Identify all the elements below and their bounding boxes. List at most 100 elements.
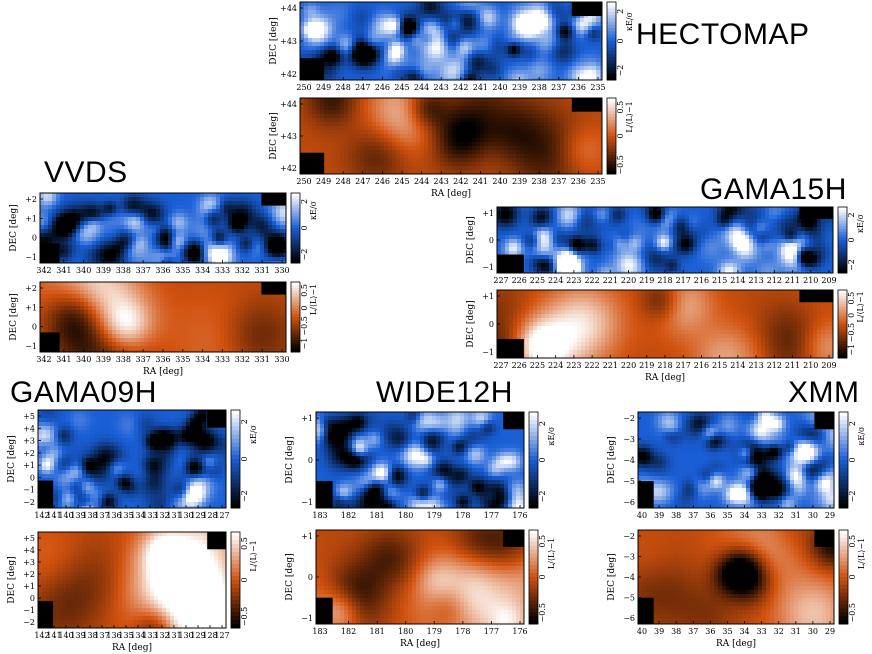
dec-tick-label: −2 [23,498,35,507]
colorbar-tick-label: 0.5 [616,101,625,114]
ra-tick-label: 220 [621,361,636,370]
ra-tick-label: 236 [571,83,586,92]
ra-tick-label: 178 [455,627,470,636]
ra-tick-label: 179 [427,627,442,636]
ra-tick-label: 241 [473,177,488,186]
dec-axis-label: DEC [deg] [607,436,617,483]
dec-tick-label: +5 [23,534,35,543]
dec-tick-label: 0 [30,594,35,603]
colorbar-tick-label: −2 [240,490,249,502]
dec-tick-label: +43 [280,132,297,141]
wide12h-luminosity-colorbar [528,529,539,625]
ra-tick-label: 178 [455,511,470,520]
dec-tick-label: +1 [482,209,494,218]
dec-axis-label: DEC [deg] [607,553,617,600]
ra-tick-label: 130 [178,631,193,640]
ra-tick-label: 38 [671,627,681,636]
ra-tick-label: 249 [316,83,331,92]
ra-axis-label: RA [deg] [400,639,440,649]
ra-tick-label: 332 [235,355,250,364]
colorbar-tick-label: 0 [240,456,249,461]
ra-tick-label: 226 [512,361,527,370]
ra-tick-label: 342 [36,266,51,275]
dec-tick-label: −2 [623,532,635,541]
ra-tick-label: 38 [671,511,681,520]
dec-tick-label: −2 [623,414,635,423]
ra-tick-label: 183 [312,511,327,520]
dec-tick-label: +42 [280,70,297,79]
colorbar-tick-label: −2 [300,249,309,261]
dec-tick-label: 0 [308,456,313,465]
ra-tick-label: 244 [414,83,429,92]
ra-tick-label: 237 [551,177,566,186]
ra-tick-label: 31 [791,511,801,520]
ra-tick-label: 211 [785,276,800,285]
ra-tick-label: 138 [82,511,97,520]
ra-tick-label: 37 [688,627,698,636]
ra-tick-label: 182 [341,511,356,520]
dec-axis-label: DEC [deg] [466,300,476,347]
ra-tick-label: 336 [155,355,170,364]
ra-tick-label: 215 [712,276,727,285]
ra-tick-label: 338 [116,355,131,364]
ra-tick-label: 40 [637,627,647,636]
dec-axis-label: DEC [deg] [285,436,295,483]
ra-tick-label: 330 [274,266,289,275]
ra-tick-label: 39 [654,511,664,520]
dec-tick-label: +2 [25,284,37,293]
ra-tick-label: 248 [336,83,351,92]
colorbar-tick-label: −0.5 [538,603,547,622]
dec-tick-label: +4 [23,424,35,433]
ra-tick-label: 242 [453,177,468,186]
colorbar-tick-label: 0 [616,133,625,138]
ra-tick-label: 247 [355,177,370,186]
ra-tick-label: 130 [178,511,193,520]
colorbar-label: κE/σ [856,213,865,233]
ra-tick-label: 32 [774,511,784,520]
ra-tick-label: 141 [46,511,61,520]
ra-tick-label: 224 [548,361,563,370]
hectomap-convergence-map [299,1,603,81]
dec-tick-label: −5 [623,594,635,603]
dec-tick-label: +1 [25,214,37,223]
colorbar-tick-label: −0.5 [300,316,309,335]
vvds-luminosity-colorbar [290,281,301,353]
hectomap-luminosity-map [299,97,603,175]
colorbar-tick-label: 2 [538,421,547,426]
ra-tick-label: 239 [512,83,527,92]
ra-tick-label: 331 [255,355,270,364]
dec-tick-label: +3 [23,437,35,446]
ra-tick-label: 131 [166,631,181,640]
ra-tick-label: 212 [767,361,782,370]
ra-tick-label: 339 [96,266,111,275]
colorbar-label: L/⟨L⟩−1 [856,291,865,322]
ra-tick-label: 180 [398,627,413,636]
ra-tick-label: 181 [370,511,385,520]
dec-tick-label: 0 [32,234,37,243]
colorbar-tick-label: 0.5 [848,535,857,548]
ra-tick-label: 219 [639,361,654,370]
colorbar-tick-label: −1 [300,338,309,350]
colorbar-tick-label: 0.5 [300,284,309,297]
ra-tick-label: 211 [785,361,800,370]
dec-tick-label: −1 [482,263,494,272]
colorbar-tick-label: −2 [847,259,856,271]
title-vvds: VVDS [44,156,128,189]
ra-tick-label: 138 [82,631,97,640]
dec-tick-label: +2 [23,449,35,458]
dec-tick-label: −3 [623,553,635,562]
ra-tick-label: 227 [493,276,508,285]
ra-tick-label: 136 [106,631,121,640]
colorbar-tick-label: −0.5 [616,155,625,174]
ra-tick-label: 30 [808,511,818,520]
ra-tick-label: 223 [566,276,581,285]
ra-tick-label: 36 [705,627,715,636]
ra-tick-label: 32 [774,627,784,636]
